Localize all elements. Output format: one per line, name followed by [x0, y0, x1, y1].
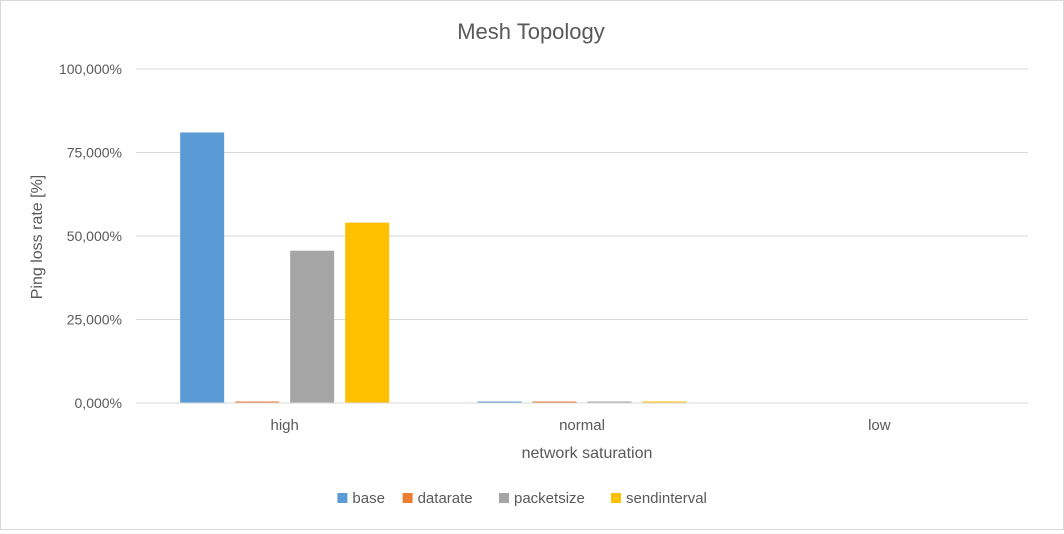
- bar-base-high: [180, 132, 225, 403]
- y-tick-label: 50,000%: [67, 228, 122, 244]
- legend-label: datarate: [418, 490, 473, 507]
- legend-label: packetsize: [514, 490, 585, 507]
- legend-swatch-base: [337, 493, 348, 503]
- legend: base datarate packetsize sendinterval: [337, 490, 707, 507]
- bar-base-normal: [477, 401, 522, 403]
- y-axis-label: Ping loss rate [%]: [29, 175, 46, 300]
- x-axis-tick-labels: high normal low: [270, 417, 890, 434]
- y-tick-label: 100,000%: [59, 61, 122, 77]
- x-tick-label: low: [868, 417, 891, 434]
- x-tick-label: high: [270, 417, 298, 434]
- legend-swatch-sendinterval: [611, 493, 621, 503]
- bar-datarate-normal: [532, 401, 577, 403]
- bar-packetsize-normal: [587, 401, 632, 403]
- chart-title: Mesh Topology: [457, 19, 605, 44]
- legend-label: base: [352, 490, 385, 507]
- bar-sendinterval-high: [345, 222, 390, 403]
- x-axis-label: network saturation: [522, 445, 653, 462]
- legend-swatch-packetsize: [499, 493, 509, 503]
- x-tick-label: normal: [559, 417, 605, 434]
- y-tick-label: 25,000%: [67, 312, 122, 328]
- bar-sendinterval-normal: [642, 401, 687, 403]
- y-axis-tick-labels: 0,000% 25,000% 50,000% 75,000% 100,000%: [59, 61, 122, 411]
- bar-datarate-high: [235, 401, 280, 403]
- y-tick-label: 75,000%: [67, 145, 122, 161]
- gridlines: [136, 68, 1028, 320]
- y-tick-label: 0,000%: [75, 395, 122, 411]
- legend-swatch-datarate: [402, 493, 413, 503]
- legend-label: sendinterval: [626, 490, 707, 507]
- bar-packetsize-high: [290, 250, 335, 403]
- bars: [180, 132, 687, 403]
